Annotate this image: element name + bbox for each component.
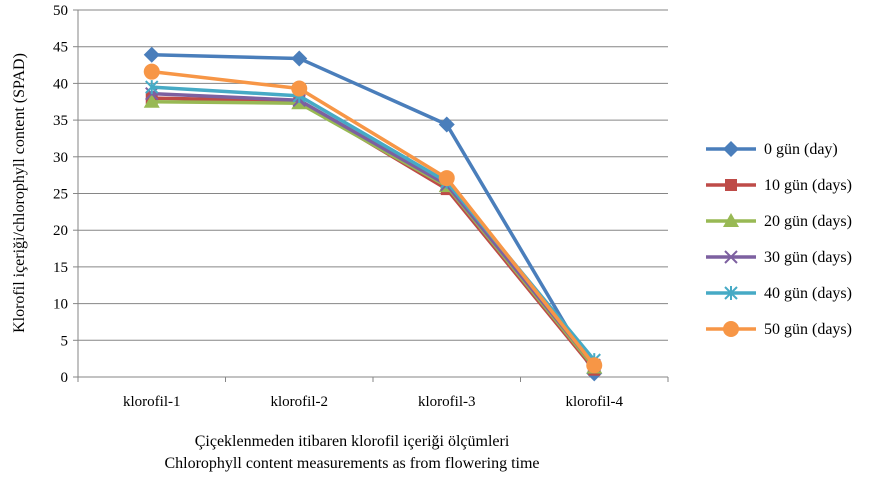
data-point [438,116,455,133]
x-tick-label: klorofil-1 [123,394,181,410]
series-lines [143,46,603,382]
series-4 [145,80,601,368]
y-tick-label: 5 [61,333,69,349]
legend-marker [723,213,739,227]
series-5 [143,63,603,374]
legend: 0 gün (day) 10 gün (days) 20 gün (days) 30 … [706,141,852,338]
legend-marker [724,286,738,300]
legend-marker [724,250,738,264]
axes [73,9,669,382]
data-point [143,63,160,80]
data-point [143,46,160,63]
data-point [145,80,159,95]
y-tick-label: 20 [53,223,68,239]
series-line [151,69,596,367]
legend-item: 50 gün (days) [706,321,852,338]
data-point [291,50,308,67]
legend-marker [723,321,739,337]
x-tick-labels: klorofil-1 klorofil-2 klorofil-3 klorofil-4 [123,394,623,410]
x-tick-label: klorofil-4 [566,394,624,410]
series-0 [143,46,603,382]
y-axis-label: Klorofil içeriği/chlorophyll content (SP… [11,53,28,333]
data-point [438,170,455,187]
legend-item: 10 gün (days) [706,177,852,194]
legend-item: 0 gün (day) [706,141,838,158]
y-tick-label: 35 [53,113,68,129]
legend-item: 20 gün (days) [706,213,852,230]
y-tick-labels: 0 5 10 15 20 25 30 35 40 45 50 [53,3,68,386]
legend-label: 20 gün (days) [764,213,852,230]
legend-marker [725,179,737,191]
series-line [151,85,596,362]
y-tick-label: 0 [61,370,69,386]
x-axis-label-line2: Chlorophyll content measurements as from… [164,455,539,472]
data-point [586,357,603,374]
y-tick-label: 25 [53,187,68,203]
legend-item: 40 gün (days) [706,285,852,302]
legend-marker [723,141,739,157]
legend-label: 10 gün (days) [764,177,852,194]
x-axis-label-line1: Çiçeklenmeden itibaren klorofil içeriği … [195,433,510,450]
y-tick-label: 50 [53,3,68,19]
x-tick-label: klorofil-2 [271,394,329,410]
y-tick-label: 10 [53,297,68,313]
legend-label: 50 gün (days) [764,321,852,338]
data-point [143,93,160,108]
legend-label: 30 gün (days) [764,249,852,266]
series-line [151,91,596,367]
series-3 [145,86,601,372]
series-2 [143,93,603,374]
legend-label: 40 gün (days) [764,285,852,302]
y-tick-label: 45 [53,40,68,56]
data-point [291,80,308,97]
series-line [151,53,596,375]
y-tick-label: 30 [53,150,68,166]
legend-label: 0 gün (day) [764,141,838,158]
y-tick-label: 40 [53,76,68,92]
gridlines [78,9,668,341]
legend-item: 30 gün (days) [706,249,852,266]
x-tick-label: klorofil-3 [418,394,476,410]
y-tick-label: 15 [53,260,68,276]
